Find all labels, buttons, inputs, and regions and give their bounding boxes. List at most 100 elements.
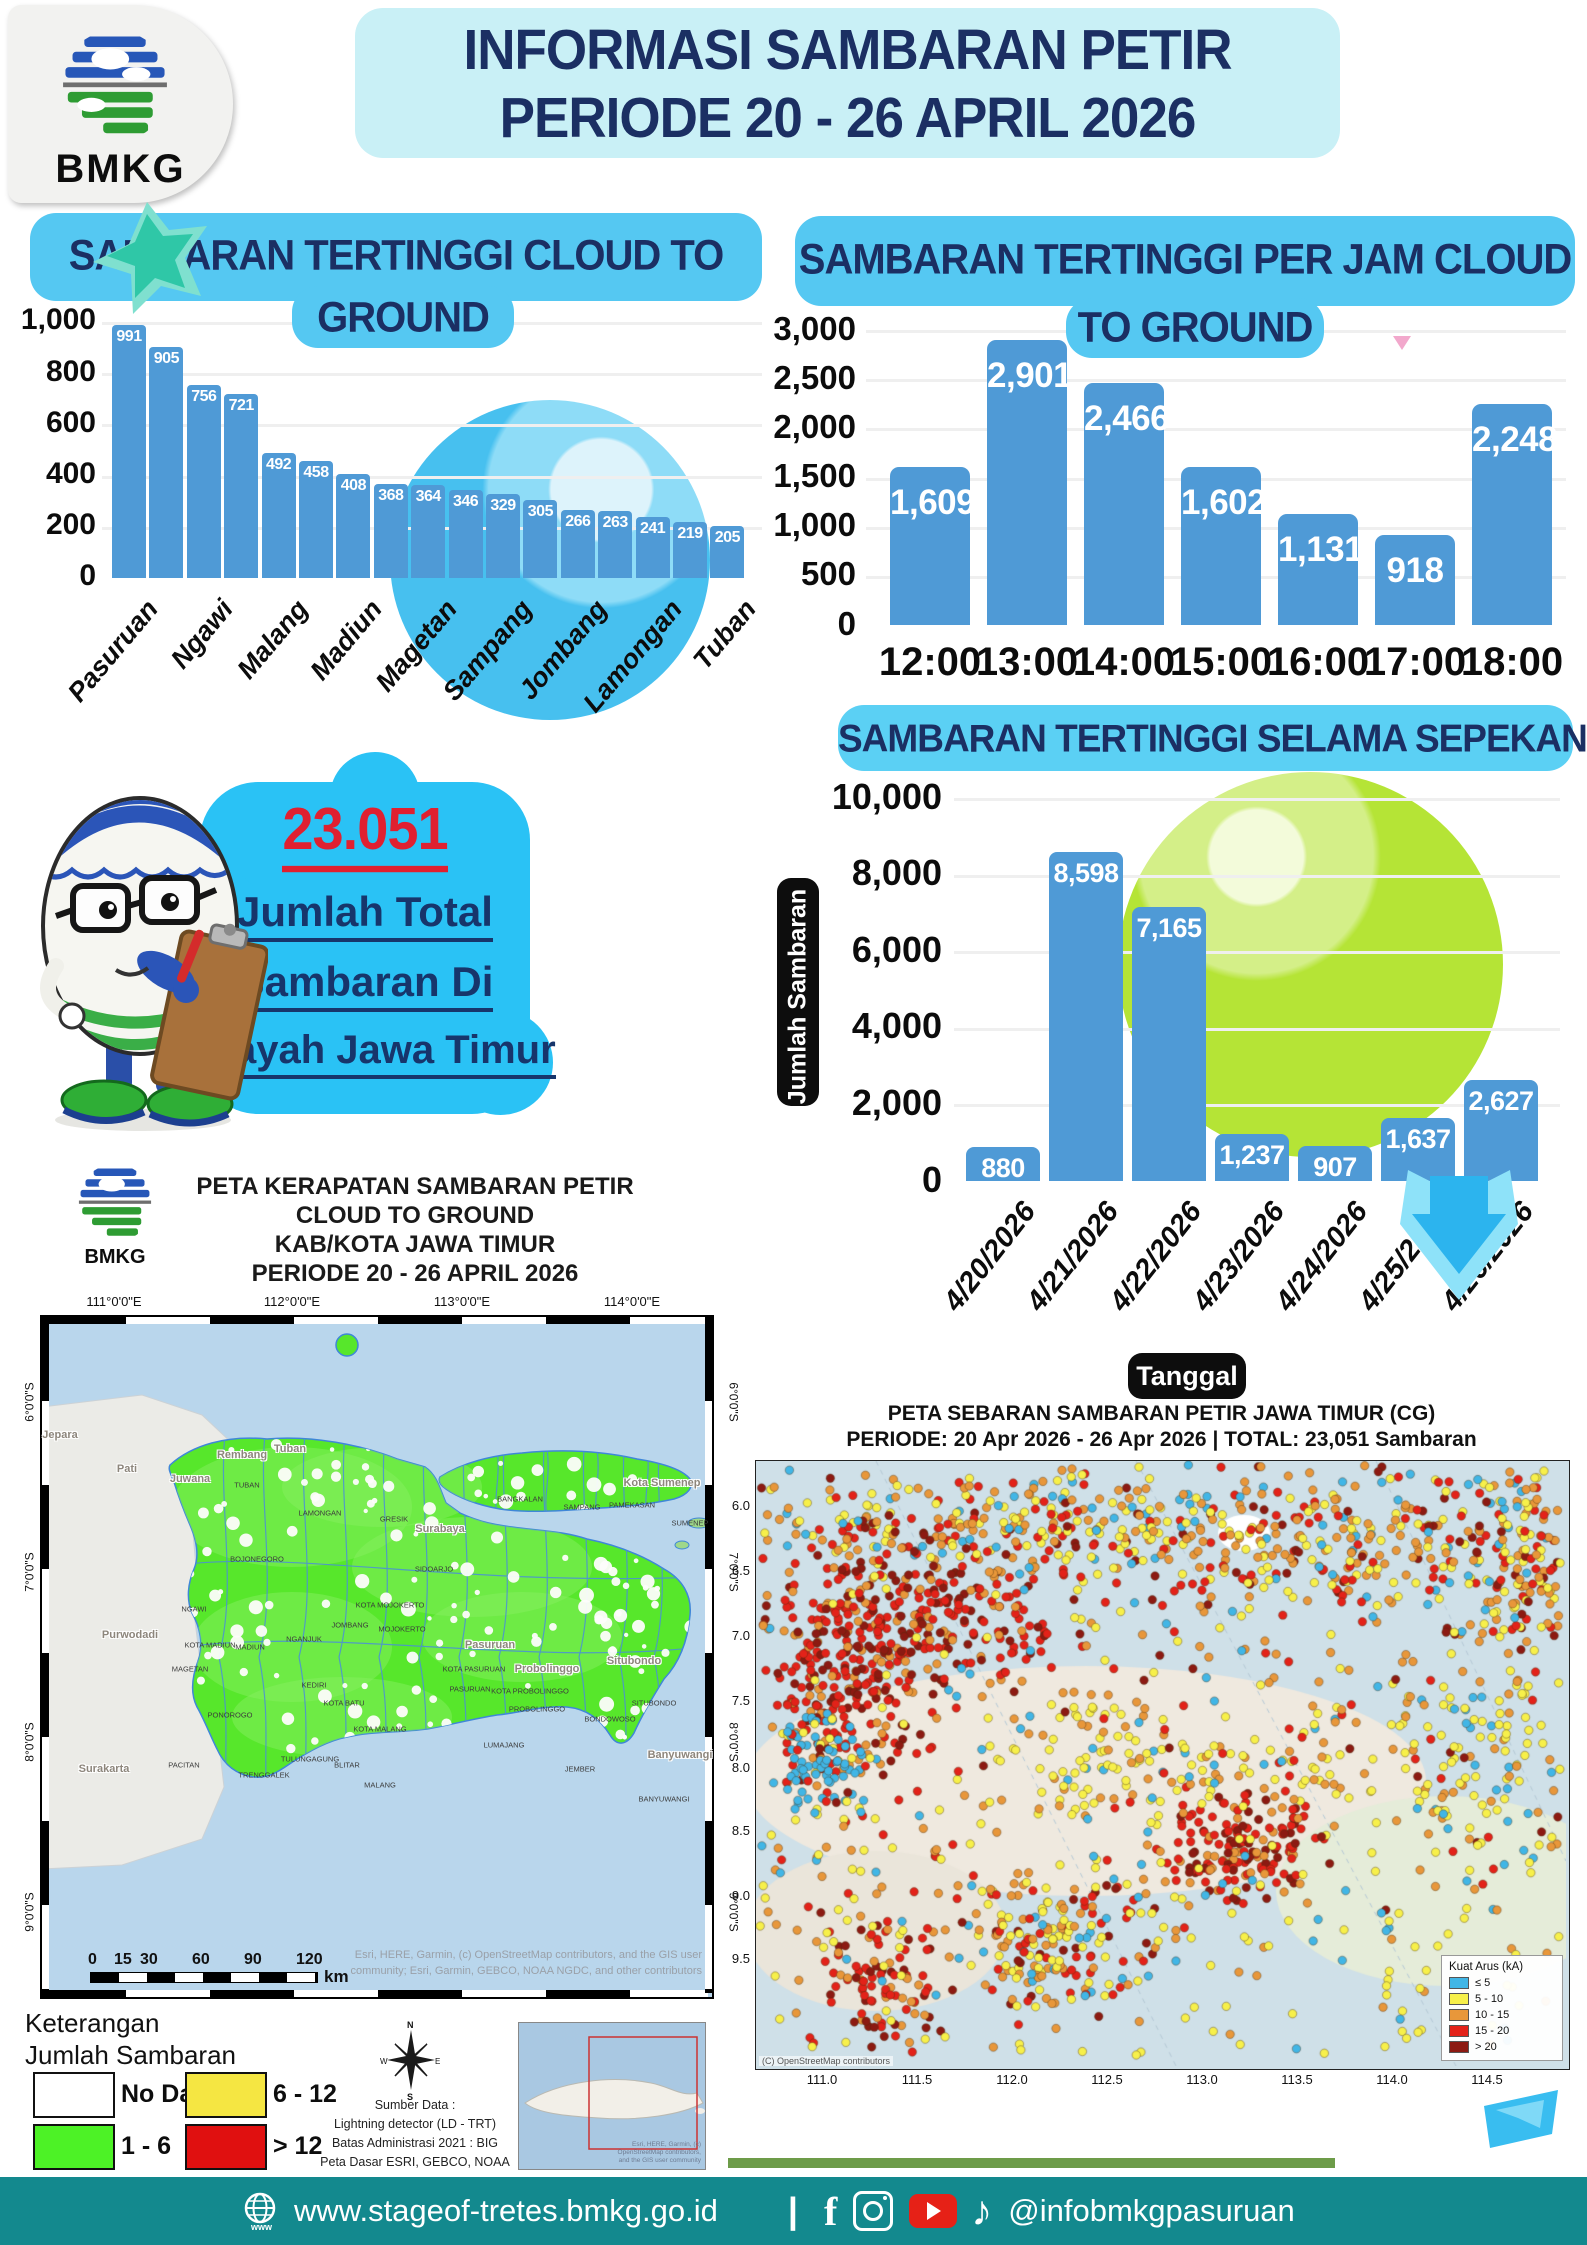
map-place-label: Juwana (169, 1473, 211, 1485)
source-line: Lightning detector (LD - TRT) (333, 2117, 497, 2131)
map-place-label: PACITAN (168, 1760, 200, 1770)
map-place-label: KOTA MADIUN (184, 1640, 236, 1650)
bar: 918 (1375, 535, 1455, 625)
y-tick-label: 0 (79, 559, 96, 593)
total-bubble-blob2 (448, 1010, 553, 1115)
right-map-legend-row: 15 - 20 (1449, 2025, 1555, 2037)
bmkg-logo-icon-small (78, 1168, 152, 1236)
map-place-label: Banyuwangi (647, 1749, 713, 1761)
bar: 492 (261, 453, 296, 578)
data-source-block: Sumber Data : Lightning detector (LD - TR… (320, 2096, 510, 2172)
chart1-title-bubble2 (292, 286, 514, 348)
map-place-label: BANGKALAN (497, 1494, 543, 1504)
map-place-label: NGANJUK (286, 1634, 322, 1644)
inset-attr-line: OpenStreetMap contributors, (617, 2149, 701, 2156)
map-place-label: KEDIRI (301, 1680, 327, 1690)
youtube-icon[interactable] (909, 2194, 958, 2228)
source-line: Sumber Data : (374, 2098, 456, 2112)
right-map-y-tick: 6.5 (731, 1563, 750, 1578)
lon-label: 114°0'0"E (603, 1294, 661, 1309)
map-place-label: Tuban (273, 1443, 307, 1455)
gridline (102, 373, 762, 377)
map-place-label: Rembang (216, 1449, 268, 1461)
map-place-label: MOJOKERTO (378, 1624, 426, 1634)
footer-website-link[interactable]: www.stageof-tretes.bmkg.go.id (294, 2193, 718, 2228)
source-line: Peta Dasar ESRI, GEBCO, NOAA (320, 2155, 510, 2169)
map-place-label: Jepara (42, 1429, 78, 1441)
lon-label: 112°0'0"E (263, 1294, 321, 1309)
gridline (954, 874, 1560, 878)
svg-text:E: E (435, 2057, 440, 2066)
chart3-xlabel-box: Tanggal (1128, 1353, 1246, 1399)
footer-divider: | (787, 2190, 798, 2231)
right-map-x-tick: 113.5 (1281, 2072, 1313, 2087)
legend-swatch (185, 2072, 267, 2118)
bar: 1,637 (1381, 1118, 1455, 1181)
gridline (102, 475, 762, 479)
map-place-label: Pasuruan (464, 1639, 516, 1651)
left-map-attribution: Esri, HERE, Garmin, (c) OpenStreetMap co… (342, 1947, 703, 1979)
lon-label: 113°0'0"E (433, 1294, 491, 1309)
y-tick-label: 0 (837, 604, 856, 642)
bar: 1,131 (1278, 514, 1364, 625)
map-place-label: KOTA PROBOLINGGO (491, 1686, 569, 1696)
left-map-title-line: CLOUD TO GROUND (295, 1202, 535, 1229)
map-place-label: KOTA PASURUAN (442, 1664, 506, 1674)
compass-rose-icon: N S W E (380, 2020, 440, 2102)
instagram-icon[interactable] (853, 2191, 894, 2231)
bar: 2,627 (1464, 1080, 1538, 1181)
svg-text:S: S (407, 2092, 413, 2102)
chart2-title-bubble2 (1066, 298, 1324, 358)
map-place-label: TUBAN (234, 1480, 260, 1490)
y-tick-label: 8,000 (851, 852, 942, 894)
gridline (866, 428, 1566, 432)
y-tick-label: 1,000 (773, 506, 856, 544)
legend-title1: Keterangan (25, 2008, 160, 2038)
right-map-x-tick: 114.5 (1471, 2072, 1503, 2087)
footer-handle[interactable]: @infobmkgpasuruan (1008, 2193, 1295, 2228)
right-map-legend-title: Kuat Arus (kA) (1449, 1961, 1524, 1973)
header-title-line1: INFORMASI SAMBARAN PETIR (463, 19, 1232, 82)
scale-tick: 60 (192, 1951, 210, 1968)
svg-text:www: www (250, 2222, 273, 2232)
blue-ribbon-decoration (1484, 2090, 1558, 2148)
left-map-title-line: PERIODE 20 - 26 APRIL 2026 (251, 1260, 579, 1287)
right-map-legend: Kuat Arus (kA) ≤ 5 5 - 10 10 - 15 15 - 20 > … (1441, 1955, 1563, 2061)
right-map-x-tick: 111.0 (806, 2072, 838, 2087)
attribution-line: community; Esri, Garmin, GEBCO, NOAA NGD… (350, 1965, 703, 1977)
y-tick-label: 600 (45, 405, 96, 439)
y-tick-label: 6,000 (851, 928, 942, 970)
y-tick-label: 800 (45, 354, 96, 388)
map-scale-unit: km (324, 1967, 349, 1986)
map-place-label: LAMONGAN (298, 1508, 342, 1518)
right-map-x-tick: 111.5 (901, 2072, 933, 2087)
chart3-title: SAMBARAN TERTINGGI SELAMA SEPEKAN (838, 716, 1587, 761)
facebook-icon[interactable]: f (823, 2188, 838, 2234)
x-axis-label: 15:00 (1169, 640, 1273, 684)
right-map-y-tick: 7.0 (731, 1628, 750, 1643)
tiktok-icon[interactable]: ♪ (971, 2187, 993, 2234)
map-place-label: BOJONEGORO (230, 1554, 284, 1564)
bar: 364 (411, 485, 446, 578)
chart3-ylabel-box: Jumlah Sambaran (777, 878, 819, 1106)
left-map-canvas (42, 1317, 712, 1997)
x-axis-label: 18:00 (1460, 640, 1564, 684)
y-tick-label: 1,500 (773, 457, 856, 495)
right-map-y-tick: 6.0 (731, 1498, 750, 1513)
footer-bar: www www.stageof-tretes.bmkg.go.id | f ♪ … (0, 2177, 1587, 2245)
chart1-title-line2: GROUND (317, 294, 490, 342)
left-map-title-line: KAB/KOTA JAWA TIMUR (274, 1231, 556, 1258)
map-place-label: BANYUWANGI (638, 1794, 690, 1804)
right-map-legend-row: ≤ 5 (1449, 1977, 1555, 1989)
lat-label: 6°0'0"S (726, 1382, 741, 1422)
inset-attr-line: and the GIS user community (618, 2157, 701, 2164)
map-place-label: SITUBONDO (631, 1698, 677, 1708)
chart2-title-line1: SAMBARAN TERTINGGI PER JAM CLOUD (798, 236, 1572, 284)
legend-swatch (33, 2124, 115, 2170)
bar: 905 (149, 347, 184, 578)
map-place-label: Surakarta (78, 1763, 130, 1775)
right-map-title1: PETA SEBARAN SAMBARAN PETIR JAWA TIMUR (… (887, 1402, 1436, 1425)
legend-color-swatch (1449, 2025, 1469, 2037)
lat-label: 8°0'0"S (22, 1722, 37, 1762)
gridline (954, 798, 1560, 801)
